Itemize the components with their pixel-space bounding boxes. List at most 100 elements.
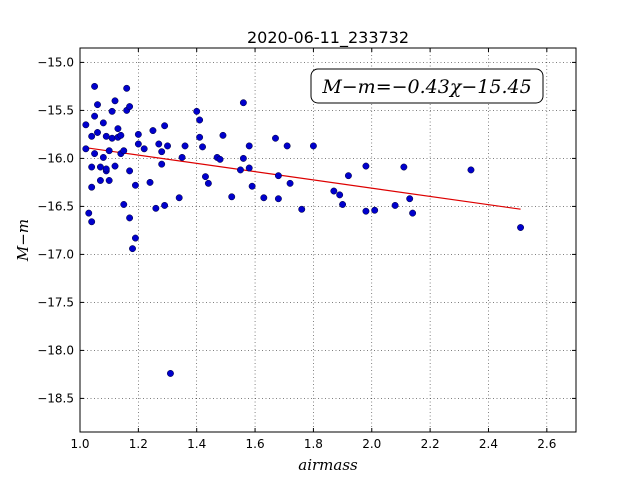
data-point	[88, 183, 96, 191]
data-point	[274, 195, 282, 203]
x-tick-label: 2.0	[362, 437, 381, 451]
data-point	[245, 164, 253, 172]
data-point	[409, 209, 417, 217]
data-point	[91, 82, 99, 90]
data-point	[161, 122, 169, 130]
data-point	[120, 147, 128, 155]
data-point	[467, 166, 475, 174]
data-point	[99, 119, 107, 127]
data-point	[330, 187, 338, 195]
data-point	[114, 125, 122, 133]
data-point	[391, 201, 399, 209]
data-point	[283, 142, 291, 150]
data-point	[166, 369, 174, 377]
data-point	[155, 140, 163, 148]
data-point	[272, 134, 279, 142]
plot-frame	[79, 47, 577, 433]
data-point	[102, 165, 110, 173]
data-point	[193, 107, 201, 115]
fit-annotation-box: M−m=−0.43χ−15.45	[310, 68, 544, 104]
data-point	[129, 245, 136, 253]
plot-area	[80, 48, 576, 432]
data-point	[216, 155, 224, 163]
data-point	[85, 209, 93, 217]
data-point	[123, 84, 131, 92]
y-tick-label: −15.0	[37, 55, 74, 69]
fit-equation: M−m=−0.43χ−15.45	[321, 76, 531, 98]
data-point	[400, 163, 408, 171]
data-point	[149, 127, 157, 135]
data-point	[131, 234, 139, 242]
data-point	[117, 131, 125, 139]
data-point	[362, 207, 370, 215]
tick-layer: 1.0 1.2 1.4 1.6 1.8 2.0 2.2 2.4 2.6 −15.0 −15.5 −16…	[37, 48, 576, 451]
y-tick-label: −17.0	[37, 247, 74, 261]
data-point	[175, 194, 183, 202]
data-point	[88, 218, 96, 226]
data-point	[82, 121, 90, 129]
y-tick-label: −17.5	[37, 295, 74, 309]
data-point	[161, 201, 169, 209]
data-point	[181, 142, 189, 150]
data-point	[91, 150, 99, 158]
x-tick-label: 1.2	[129, 437, 148, 451]
data-point	[239, 99, 247, 107]
data-point	[158, 160, 166, 168]
data-point	[298, 205, 306, 213]
x-tick-label: 1.8	[304, 437, 323, 451]
y-axis-label: M−m	[14, 219, 32, 262]
data-point	[164, 142, 171, 150]
data-point	[371, 206, 379, 214]
data-point	[245, 142, 253, 150]
fit-line	[85, 147, 521, 210]
data-point	[260, 194, 268, 202]
x-tick-label: 1.6	[246, 437, 265, 451]
data-point	[91, 112, 99, 120]
data-point	[219, 131, 227, 139]
data-point	[237, 166, 244, 174]
data-point	[108, 134, 116, 142]
data-point	[339, 201, 347, 208]
data-point	[111, 97, 119, 105]
data-point	[146, 178, 154, 186]
data-point	[102, 132, 110, 140]
data-point	[158, 148, 166, 156]
data-point	[202, 173, 209, 181]
x-tick-label: 2.6	[537, 437, 556, 451]
data-point	[88, 163, 96, 171]
data-point	[134, 140, 142, 148]
data-point	[178, 153, 186, 161]
data-point	[362, 162, 370, 170]
data-point	[274, 172, 282, 180]
x-tick-label: 2.2	[421, 437, 440, 451]
y-tick-label: −16.5	[37, 199, 74, 213]
data-point	[199, 143, 206, 151]
data-point	[88, 132, 96, 140]
data-point	[406, 195, 414, 203]
data-point	[111, 162, 119, 170]
data-point	[120, 201, 128, 208]
x-axis-label: airmass	[298, 456, 358, 474]
data-point	[152, 204, 160, 212]
y-tick-label: −15.5	[37, 103, 74, 117]
data-point	[126, 103, 134, 111]
fit-layer	[85, 147, 521, 210]
data-point	[94, 101, 101, 109]
data-points	[82, 82, 525, 377]
data-point	[126, 214, 134, 222]
x-tick-label: 2.4	[479, 437, 498, 451]
y-tick-label: −18.0	[37, 343, 74, 357]
data-point	[82, 145, 90, 153]
data-point	[105, 147, 113, 155]
y-tick-label: −16.0	[37, 151, 74, 165]
data-point	[239, 154, 247, 162]
data-point	[204, 179, 212, 187]
annotation-frame	[310, 68, 544, 104]
data-point	[228, 193, 236, 201]
data-point	[344, 172, 352, 180]
data-point	[94, 129, 101, 136]
data-point	[517, 224, 525, 231]
data-point	[96, 163, 104, 171]
data-point	[286, 179, 294, 187]
data-point	[126, 167, 134, 175]
